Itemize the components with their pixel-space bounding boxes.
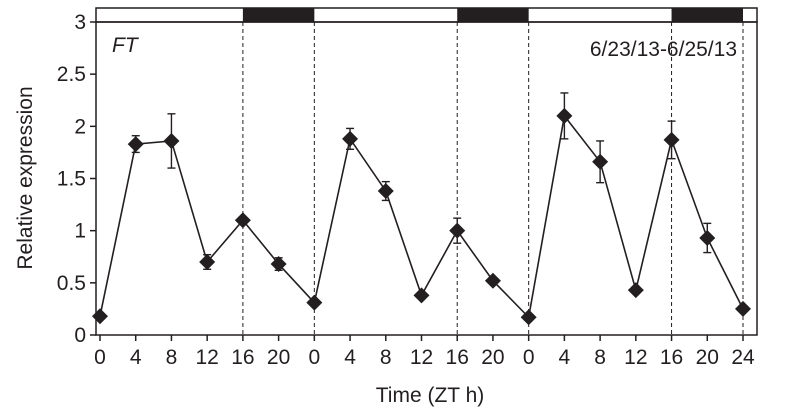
y-tick-label: 0 (74, 324, 86, 347)
data-point (484, 272, 501, 289)
x-tick-label: 4 (344, 346, 356, 369)
data-point (735, 300, 751, 317)
data-point (520, 309, 537, 326)
date-range-label: 6/23/13-6/25/13 (590, 38, 737, 61)
data-point (127, 136, 144, 153)
x-tick-label: 8 (166, 346, 178, 369)
photoperiod-bar (95, 7, 758, 23)
data-point (270, 256, 287, 273)
data-point (592, 153, 609, 170)
y-tick-label: 0.5 (57, 272, 86, 295)
x-tick-label: 20 (267, 346, 290, 369)
dark-period-bar (457, 8, 529, 22)
x-tick-label: 0 (308, 346, 320, 369)
x-tick-label: 12 (410, 346, 433, 369)
dark-period-dashed-lines (242, 22, 744, 335)
x-tick-label: 16 (446, 346, 469, 369)
x-tick-label: 8 (380, 346, 392, 369)
light-period-bar (95, 7, 758, 23)
data-point (449, 222, 466, 239)
x-tick-label: 20 (481, 346, 504, 369)
y-tick-label: 2 (74, 115, 86, 138)
x-tick-label: 0 (523, 346, 535, 369)
x-tick-label: 12 (624, 346, 647, 369)
x-tick-label: 24 (731, 346, 755, 369)
x-tick-label: 16 (231, 346, 254, 369)
y-tick-label: 1.5 (57, 168, 86, 191)
x-tick-label: 4 (130, 346, 142, 369)
x-tick-label: 16 (660, 346, 683, 369)
y-tick-label: 3 (74, 11, 86, 34)
y-tick-label: 1 (74, 220, 86, 243)
data-point (699, 229, 716, 246)
x-tick-label: 4 (559, 346, 571, 369)
x-tick-label: 20 (696, 346, 719, 369)
data-point (306, 294, 323, 311)
data-point (627, 282, 644, 299)
x-tick-label: 8 (594, 346, 606, 369)
data-point (663, 131, 680, 148)
data-point (199, 253, 216, 270)
data-point (342, 130, 359, 147)
data-point (413, 287, 430, 304)
data-point (163, 132, 180, 149)
dark-period-bar (671, 8, 743, 22)
x-tick-label: 12 (195, 346, 218, 369)
y-axis-title: Relative expression (14, 86, 37, 269)
x-axis-title: Time (ZT h) (376, 384, 485, 407)
error-bars (131, 92, 712, 272)
y-tick-label: 2.5 (57, 63, 86, 86)
x-axis: 0 4 8 12 16 20 0 4 8 12 16 20 0 4 8 12 16 20 24 (94, 335, 755, 369)
y-axis: 0 0.5 1 1.5 2 2.5 3 (57, 11, 96, 347)
dark-period-bar (242, 8, 315, 22)
data-point (556, 107, 573, 124)
gene-label: FT (112, 34, 140, 57)
data-point (92, 308, 108, 325)
data-point (234, 212, 251, 229)
series-polyline (99, 113, 744, 319)
data-point (377, 183, 394, 200)
data-points (92, 107, 751, 326)
plot-frame (95, 21, 758, 336)
x-tick-label: 0 (94, 346, 106, 369)
series-line (99, 113, 744, 319)
